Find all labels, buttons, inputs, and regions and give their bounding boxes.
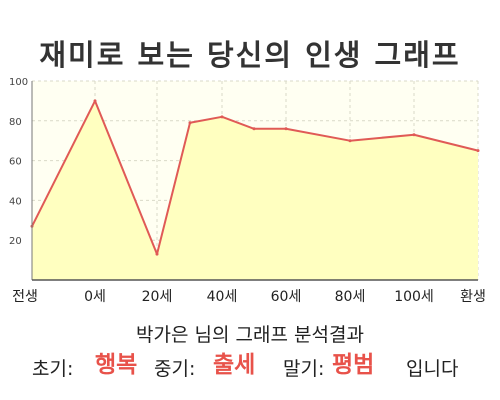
mid-value: 출세 (213, 352, 256, 378)
page-title: 재미로 보는 당신의 인생 그래프 (39, 38, 461, 72)
x-tick-label: 40세 (207, 289, 238, 305)
x-tick-label: 환생 (460, 289, 486, 305)
early-value: 행복 (95, 352, 138, 378)
x-tick-label: 100세 (394, 289, 434, 305)
x-tick-label: 0세 (84, 289, 106, 305)
y-tick-label: 40 (9, 196, 22, 207)
data-point (155, 252, 159, 256)
y-tick-label: 100 (9, 77, 28, 88)
y-tick-label: 60 (9, 157, 22, 168)
late-label: 말기: (283, 358, 325, 380)
data-point (252, 127, 256, 131)
mid-label: 중기: (154, 358, 196, 380)
data-point (93, 99, 97, 103)
data-point (348, 139, 352, 143)
x-tick-label: 80세 (335, 289, 366, 305)
data-point (476, 149, 480, 153)
y-tick-label: 80 (9, 117, 22, 128)
result-ending: 입니다 (406, 358, 459, 380)
result-summary: 초기: 행복 중기: 출세 말기: 평범 입니다 (0, 348, 500, 382)
data-point (188, 121, 192, 125)
result-subtitle: 박가은 님의 그래프 분석결과 (136, 324, 364, 346)
x-tick-label: 20세 (142, 289, 173, 305)
y-tick-label: 20 (9, 236, 22, 247)
late-value: 평범 (332, 352, 375, 378)
area-fill (32, 100, 478, 281)
data-point (412, 133, 416, 137)
data-point (284, 127, 288, 131)
early-label: 초기: (32, 358, 74, 380)
x-tick-label: 전생 (12, 289, 38, 305)
x-tick-label: 60세 (271, 289, 302, 305)
series-line (31, 99, 479, 256)
data-point (220, 115, 224, 119)
